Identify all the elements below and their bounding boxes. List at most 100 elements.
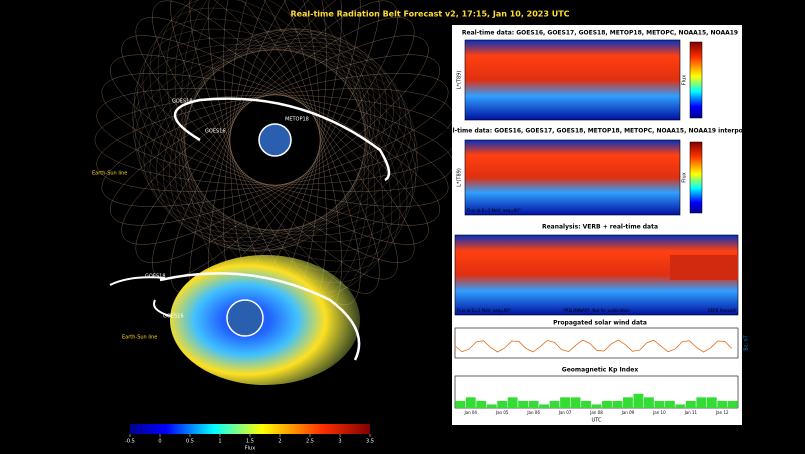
y2-label: Bz, nT: [744, 334, 750, 350]
x-tick-label: Jan 11: [684, 410, 698, 415]
bar: [581, 400, 591, 408]
x-tick-label: Jan 07: [558, 410, 572, 415]
field-line: [133, 37, 417, 243]
y-label: L*(T89): [457, 168, 463, 187]
bar: [476, 400, 487, 408]
colorbar-tick-label: 3: [338, 439, 341, 445]
bar: [591, 404, 602, 408]
x-tick-label: Jan 12: [715, 410, 729, 415]
field-line: [174, 29, 376, 251]
colorbar-tick-label: 0.5: [186, 439, 194, 445]
sat-label: METOP18: [285, 117, 309, 123]
cbar-label: Flux: [682, 75, 688, 85]
field-line: [182, 28, 368, 252]
orbit: [159, 272, 361, 361]
field-line: [135, 17, 415, 263]
field-line: [156, 37, 394, 243]
field-line: [149, 7, 401, 273]
panel-note: Flux at E=1 MeV, αeq=90°: [457, 308, 511, 313]
bar: [518, 400, 529, 408]
y-label: L*(T89): [457, 71, 463, 90]
cbar-label: Flux: [682, 172, 688, 182]
x-label: UTC: [592, 418, 602, 424]
earth: [258, 123, 292, 157]
field-line: [101, 73, 449, 207]
field-line: [184, 30, 366, 250]
forecast-region: [670, 255, 738, 280]
title: Real-time Radiation Belt Forecast v2, 17…: [290, 10, 569, 19]
bar: [643, 397, 654, 408]
bar: [602, 400, 612, 408]
panel-colorbar: [689, 41, 703, 119]
bar: [507, 397, 518, 408]
y-label: V, km/s: [447, 333, 453, 352]
bar: [539, 404, 550, 408]
sat-label: GOES16: [163, 314, 184, 320]
solar-wind-line: [454, 339, 733, 353]
colorbar-tick-label: 1.5: [246, 439, 254, 445]
panel-title: Geomagnetic Kp Index: [562, 367, 639, 374]
bar: [706, 397, 717, 408]
field-line: [157, 0, 393, 283]
sat-label: GOES16: [205, 129, 226, 135]
x-tick-label: Jan 06: [526, 410, 540, 415]
field-line: [101, 73, 449, 207]
colorbar-tick-label: 2.5: [306, 439, 314, 445]
bar: [664, 400, 675, 408]
colorbar-tick-label: -0.5: [125, 439, 135, 445]
bar: [455, 400, 466, 408]
line-label: Earth-Sun line: [92, 171, 127, 177]
panel-title: Real-time data: GOES16, GOES17, GOES18, …: [462, 30, 738, 37]
bar: [612, 400, 623, 408]
earth: [226, 299, 264, 337]
bar: [717, 400, 728, 408]
field-line: [121, 35, 429, 245]
field-line: [152, 0, 398, 280]
field-line: [170, 0, 380, 294]
bar: [633, 393, 644, 408]
field-line: [169, 31, 381, 249]
colorbar-label: Flux: [245, 446, 255, 452]
panel-note: PRELIMINARY, Not for publication: [563, 308, 630, 313]
panel-title: Reanalysis: VERB + real-time data: [542, 224, 658, 231]
x-tick-label: Jan 09: [621, 410, 635, 415]
field-line: [170, 0, 380, 294]
belt-3d: [170, 255, 360, 385]
bar: [486, 404, 497, 408]
panel-note: Flux at E=1 MeV, αeq=90°: [467, 208, 521, 213]
field-line: [149, 41, 401, 239]
field-line: [132, 44, 418, 236]
field-line: [135, 17, 415, 263]
bar: [654, 400, 665, 408]
x-tick-label: Jan 04: [463, 410, 477, 415]
orbit: [173, 97, 391, 182]
bar: [675, 404, 686, 408]
bar: [560, 397, 570, 408]
panel-colorbar: [689, 141, 703, 214]
sat-label: GOES18: [172, 99, 193, 105]
bar: [623, 397, 633, 408]
field-line: [134, 49, 416, 231]
field-line: [121, 35, 429, 245]
orbit: [109, 276, 171, 317]
field-line: [152, 0, 398, 280]
colorbar-tick-label: 0: [158, 439, 161, 445]
field-line: [138, 48, 412, 232]
sat-label: GOES18: [145, 274, 166, 280]
bar: [549, 400, 560, 408]
colorbar: [130, 424, 370, 434]
plot-area: [464, 139, 681, 216]
y-label: Kp: [447, 389, 453, 395]
x-tick-label: Jan 08: [589, 410, 603, 415]
plot-area: [454, 327, 739, 359]
field-line: [132, 48, 418, 232]
panel-title: Propagated solar wind data: [553, 320, 647, 327]
panel-note: Kp Predicted: [457, 377, 483, 382]
bar: [727, 400, 738, 408]
colorbar-tick-label: 3.5: [366, 439, 374, 445]
bar: [465, 397, 476, 408]
x-tick-label: Jan 10: [652, 410, 666, 415]
colorbar-tick-label: 1: [218, 439, 221, 445]
line-label: Earth-Sun line: [122, 335, 157, 341]
